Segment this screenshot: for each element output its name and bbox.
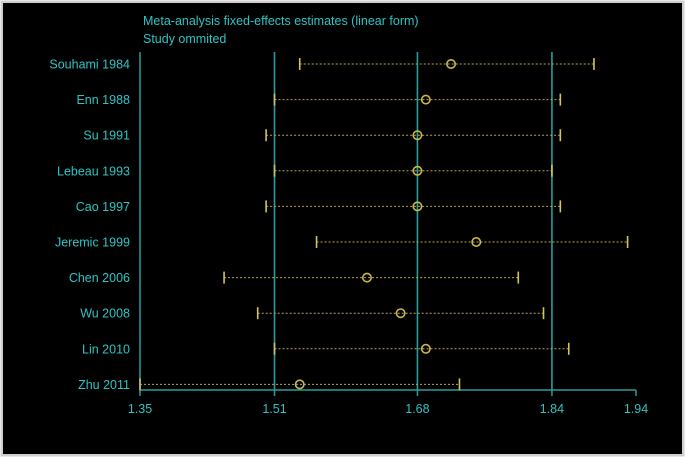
study-row: Cao 1997 (76, 200, 562, 214)
estimate-point (361, 272, 372, 283)
estimate-point (420, 94, 431, 105)
x-tick-label: 1.84 (540, 402, 564, 416)
chart-title: Meta-analysis fixed-effects estimates (l… (143, 14, 419, 28)
x-tick-label: 1.94 (624, 402, 648, 416)
study-label: Su 1991 (83, 129, 130, 143)
study-row: Souhami 1984 (49, 58, 595, 72)
estimate-point (412, 165, 423, 176)
study-label: Enn 1988 (76, 93, 130, 107)
study-label: Wu 2008 (80, 307, 130, 321)
study-label: Chen 2006 (69, 271, 130, 285)
reference-lines (139, 52, 553, 390)
study-row: Zhu 2011 (78, 378, 461, 392)
estimate-point (395, 308, 406, 319)
study-label: Lebeau 1993 (57, 164, 130, 178)
study-row: Jeremic 1999 (55, 236, 629, 250)
x-tick-label: 1.51 (262, 402, 286, 416)
estimate-point (471, 237, 482, 248)
study-row: Lebeau 1993 (57, 164, 553, 178)
x-tick-label: 1.35 (128, 402, 152, 416)
study-label: Lin 2010 (82, 342, 130, 356)
chart-subtitle: Study ommited (143, 32, 226, 46)
estimate-point (294, 379, 305, 390)
estimate-point (420, 343, 431, 354)
study-label: Zhu 2011 (78, 378, 130, 392)
study-rows: Souhami 1984 Enn 1988 Su 1991 Lebeau 1993 Ca… (49, 58, 629, 392)
estimate-point (446, 58, 457, 69)
study-row: Chen 2006 (69, 271, 520, 285)
study-row: Lin 2010 (82, 342, 570, 356)
study-label: Cao 1997 (76, 200, 130, 214)
study-label: Jeremic 1999 (55, 236, 130, 250)
study-row: Enn 1988 (76, 93, 562, 107)
estimate-point (412, 130, 423, 141)
study-row: Wu 2008 (80, 307, 545, 321)
estimate-point (412, 201, 423, 212)
x-tick-label: 1.68 (405, 402, 429, 416)
study-row: Su 1991 (83, 129, 562, 143)
x-axis: 1.35 1.51 1.68 1.84 1.94 (128, 389, 648, 416)
plot-background (3, 3, 682, 454)
study-label: Souhami 1984 (49, 58, 130, 72)
